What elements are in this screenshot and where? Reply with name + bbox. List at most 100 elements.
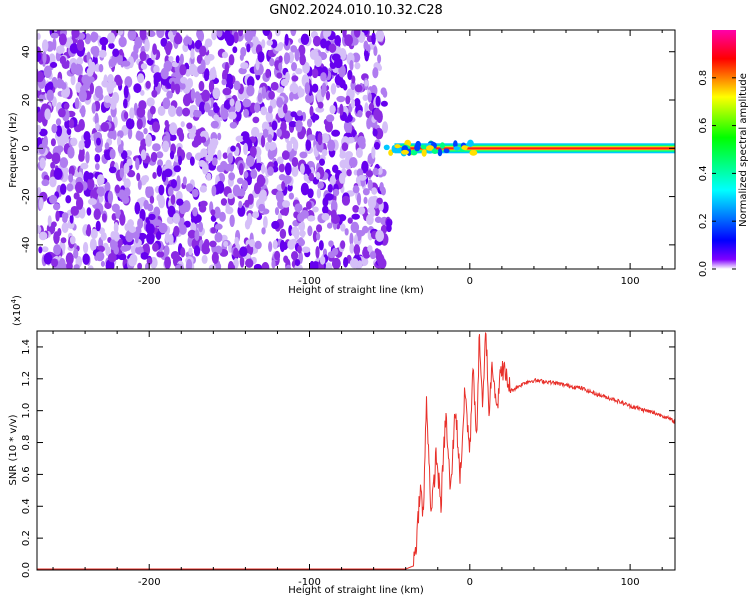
noise-blob [192, 207, 198, 217]
noise-blob [331, 247, 339, 256]
noise-blob [210, 120, 219, 129]
noise-blob [164, 120, 169, 127]
noise-blob [50, 32, 59, 39]
noise-blob [68, 173, 74, 183]
noise-blob [158, 184, 165, 196]
noise-blob [320, 133, 330, 144]
noise-blob [135, 245, 144, 255]
noise-blob [318, 158, 325, 166]
noise-blob [278, 62, 283, 71]
noise-blob [223, 240, 229, 248]
noise-blob [82, 253, 90, 265]
noise-blob [204, 102, 211, 113]
noise-blob [274, 250, 281, 261]
noise-blob [121, 60, 131, 67]
noise-blob [168, 55, 174, 62]
noise-blob [167, 186, 174, 197]
noise-blob [180, 121, 185, 128]
noise-blob [333, 57, 343, 69]
noise-blob [58, 258, 66, 269]
colorbar-tick-label: 0.0 [698, 261, 709, 277]
noise-blob [386, 224, 392, 233]
noise-blob [276, 128, 282, 138]
noise-blob [70, 62, 77, 75]
noise-blob [375, 30, 385, 42]
noise-blob [73, 264, 80, 269]
noise-blob [242, 134, 250, 142]
signal-blob [437, 148, 443, 157]
noise-blob [123, 111, 129, 120]
noise-blob [309, 260, 315, 269]
noise-blob [290, 30, 297, 37]
noise-blob [291, 62, 298, 72]
noise-blob [175, 106, 183, 117]
noise-blob [265, 141, 271, 152]
noise-blob [260, 134, 266, 148]
noise-blob [56, 45, 65, 54]
noise-blob [178, 224, 187, 235]
noise-blob [274, 207, 280, 216]
noise-blob [294, 49, 300, 62]
signal-blob [383, 144, 390, 151]
noise-blob [190, 48, 195, 60]
noise-blob [41, 246, 49, 253]
noise-blob [259, 189, 267, 200]
noise-blob [96, 187, 104, 195]
noise-blob [298, 223, 304, 231]
noise-blob [295, 120, 303, 129]
noise-blob [322, 205, 329, 214]
noise-blob [246, 43, 251, 53]
noise-blob [148, 213, 156, 221]
noise-blob [331, 129, 341, 137]
noise-blob [249, 146, 257, 158]
noise-blob [49, 61, 58, 69]
noise-blob [43, 252, 53, 265]
noise-blob [217, 149, 222, 161]
noise-blob [372, 67, 379, 79]
noise-blob [307, 188, 314, 199]
noise-blob [327, 139, 336, 152]
noise-blob [94, 85, 103, 99]
noise-blob [74, 97, 80, 110]
noise-blob [208, 80, 215, 93]
noise-blob [68, 118, 75, 129]
noise-blob [200, 148, 208, 158]
noise-blob [66, 183, 74, 192]
noise-blob [289, 82, 299, 95]
noise-blob [89, 82, 95, 95]
noise-blob [376, 197, 383, 205]
noise-blob [190, 88, 196, 101]
noise-blob [51, 221, 57, 228]
noise-blob [158, 222, 168, 234]
noise-blob [85, 151, 90, 164]
noise-blob [104, 201, 112, 210]
noise-blob [271, 259, 276, 269]
noise-blob [95, 251, 105, 262]
noise-blob [238, 67, 247, 75]
noise-blob [55, 125, 63, 137]
noise-blob [343, 119, 352, 133]
noise-blob [239, 53, 244, 61]
noise-blob [123, 178, 131, 189]
noise-blob [164, 256, 172, 269]
noise-blob [345, 95, 351, 105]
noise-blob [95, 220, 101, 232]
noise-blob [285, 52, 291, 64]
noise-blob [300, 182, 309, 196]
noise-blob [317, 181, 325, 190]
noise-blob [156, 165, 163, 177]
noise-blob [153, 219, 162, 226]
noise-blob [188, 131, 196, 140]
noise-blob [254, 240, 262, 250]
noise-blob [74, 181, 84, 194]
noise-blob [85, 228, 91, 237]
noise-blob [338, 172, 346, 184]
noise-blob [140, 89, 145, 96]
noise-blob [367, 245, 373, 253]
noise-blob [146, 231, 155, 245]
noise-blob [297, 245, 302, 254]
noise-blob [311, 68, 319, 79]
noise-blob [180, 76, 188, 84]
noise-blob [296, 110, 303, 117]
